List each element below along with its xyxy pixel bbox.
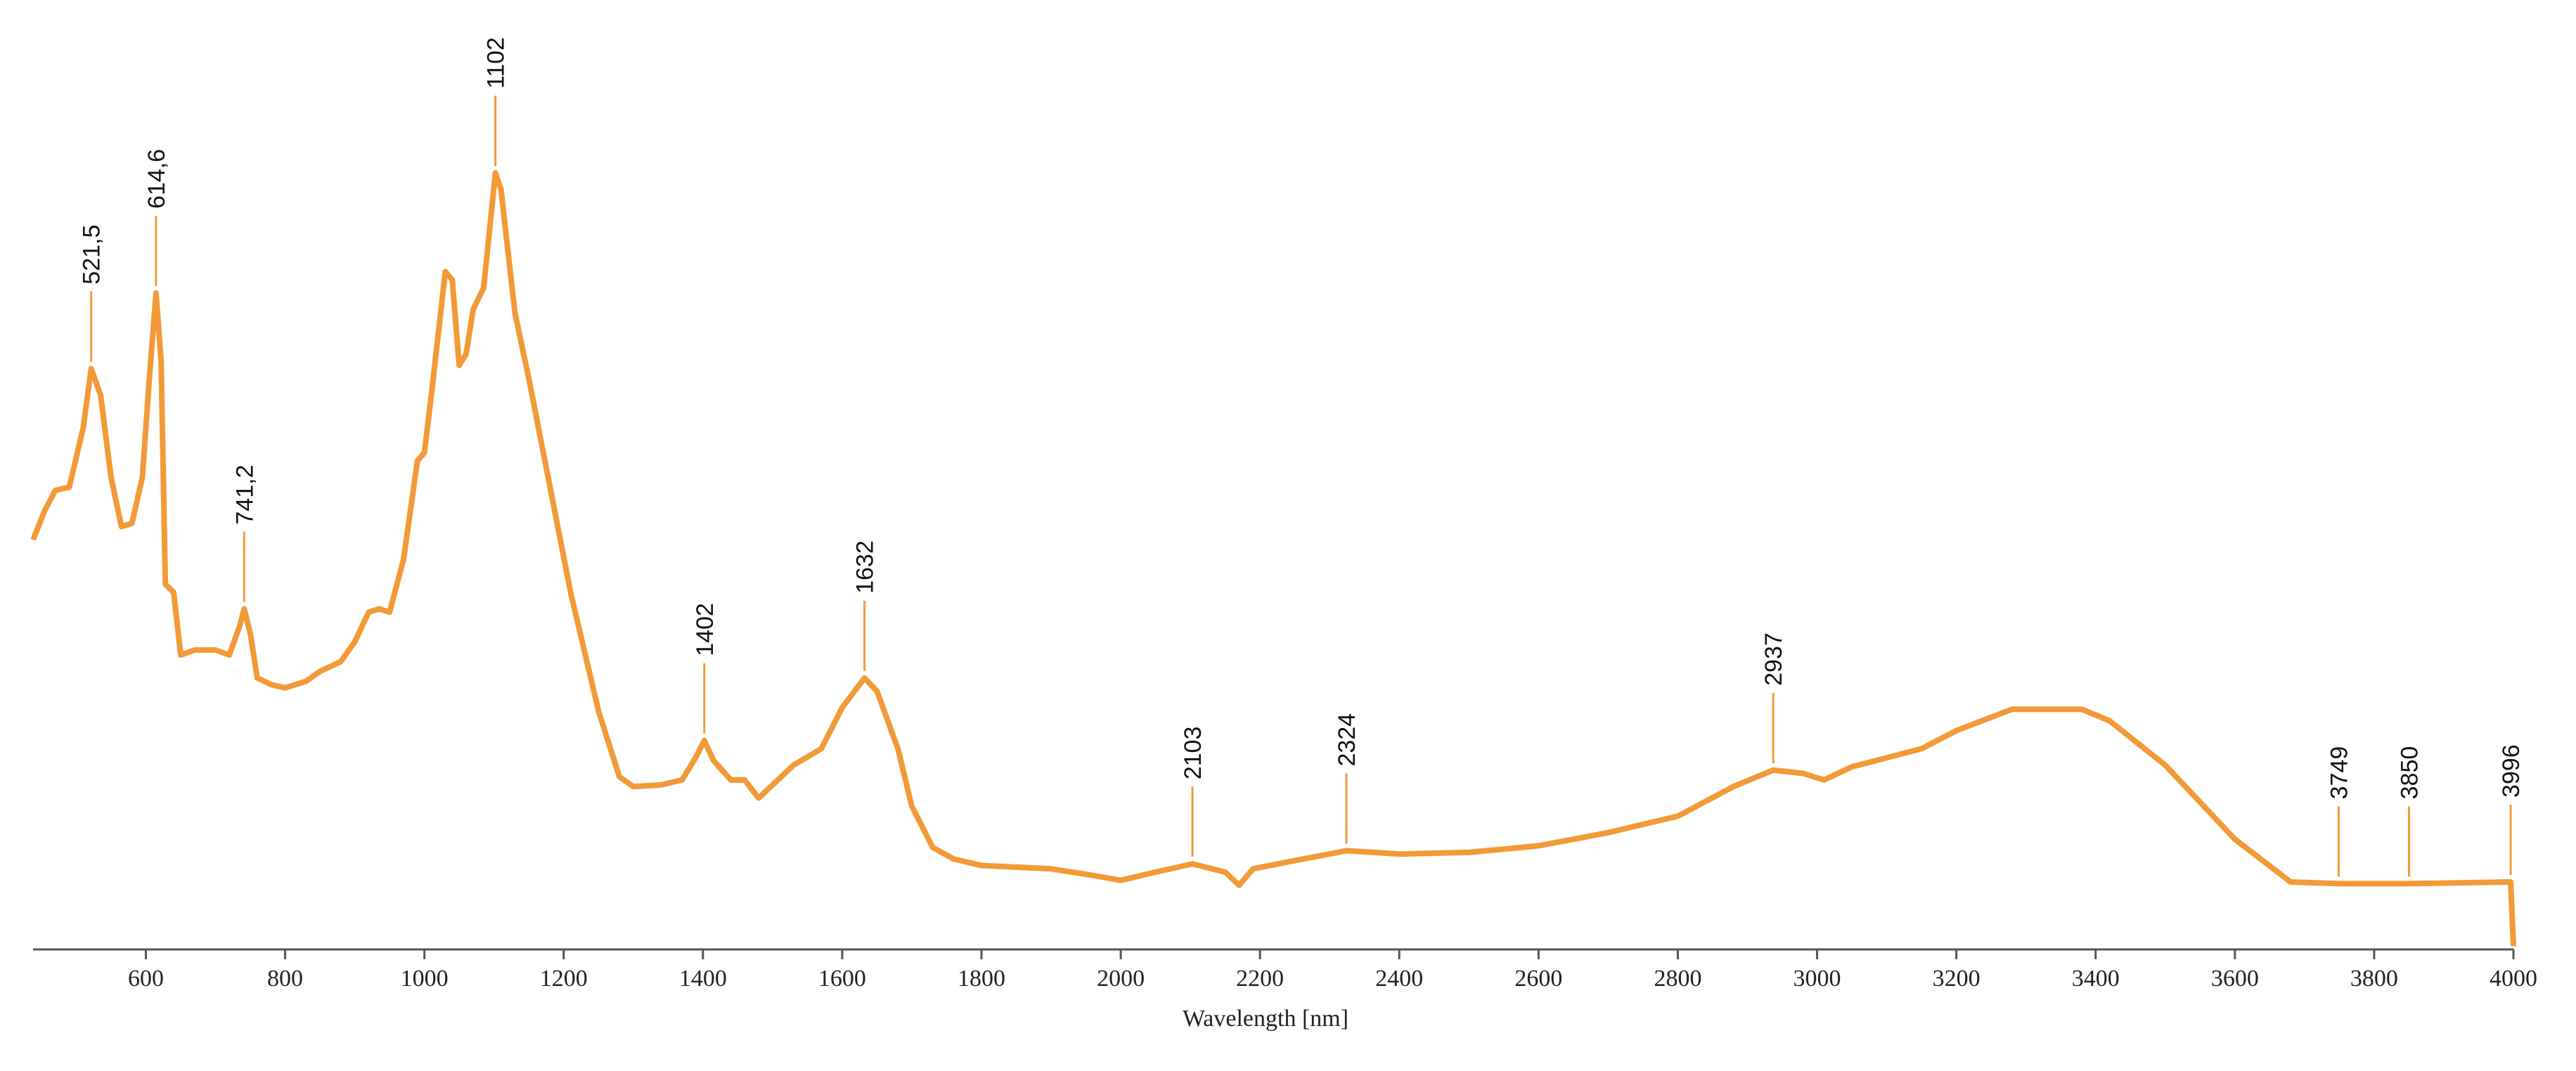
x-axis-title: Wavelength [nm] (1183, 1006, 1348, 1032)
x-tick-label: 1000 (401, 966, 449, 992)
x-tick-label: 3800 (2350, 966, 2398, 992)
x-tick-label: 2400 (1375, 966, 1423, 992)
spectrum-line (30, 170, 2516, 947)
x-tick-label: 3200 (1933, 966, 1981, 992)
x-tick-label: 1200 (540, 966, 588, 992)
x-tick-label: 1800 (958, 966, 1005, 992)
x-tick-label: 4000 (2490, 966, 2537, 992)
x-tick-label: 800 (267, 966, 303, 992)
peak-label: 2103 (1180, 727, 1206, 780)
x-tick-label: 2600 (1514, 966, 1562, 992)
x-tick-label: 2800 (1654, 966, 1701, 992)
peak-label: 614,6 (143, 149, 170, 209)
peak-label: 1102 (483, 37, 510, 89)
peak-label: 1402 (692, 603, 719, 656)
peak-label: 1632 (852, 540, 879, 594)
x-tick-label: 600 (128, 966, 164, 992)
x-tick-label: 3600 (2211, 966, 2259, 992)
x-tick-label: 2000 (1097, 966, 1145, 992)
peak-label: 3850 (2396, 746, 2423, 800)
peak-label: 521,5 (79, 225, 105, 285)
peak-label: 2937 (1760, 632, 1787, 686)
peak-label: 3749 (2326, 746, 2352, 800)
x-tick-label: 3000 (1793, 966, 1841, 992)
x-tick-label: 1400 (679, 966, 727, 992)
peak-label: 741,2 (231, 465, 258, 524)
x-tick-label: 1600 (818, 966, 866, 992)
x-tick-label: 2200 (1236, 966, 1284, 992)
peak-label: 2324 (1334, 713, 1360, 767)
x-tick-label: 3400 (2072, 966, 2120, 992)
peak-label: 3996 (2498, 744, 2525, 798)
